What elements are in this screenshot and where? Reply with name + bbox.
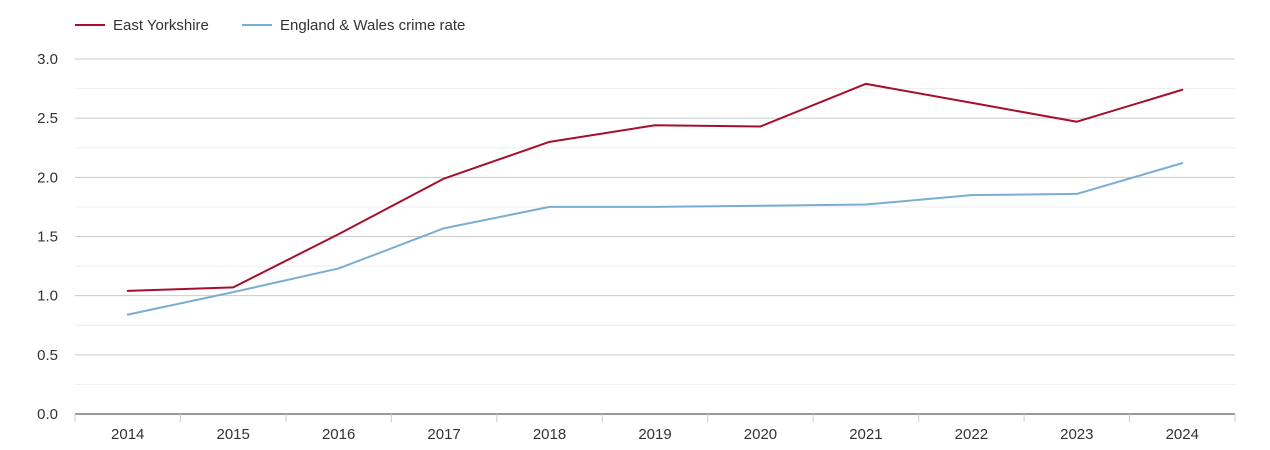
- y-tick-label: 2.5: [37, 110, 58, 127]
- legend-label-east-yorkshire: East Yorkshire: [113, 17, 209, 34]
- y-tick-label: 1.5: [37, 229, 58, 246]
- legend-label-england-wales: England & Wales crime rate: [280, 17, 465, 34]
- y-tick-label: 0.0: [37, 406, 58, 423]
- series-line-england-wales: [126, 162, 1184, 316]
- legend: East Yorkshire England & Wales crime rat…: [75, 17, 465, 34]
- y-tick-label: 1.0: [37, 288, 58, 305]
- x-tick-label: 2018: [533, 426, 566, 443]
- x-tick-label: 2017: [427, 426, 460, 443]
- x-axis: 2014 2015 2016 2017 2018 2019 2020 2021 2022 2023…: [74, 413, 1236, 443]
- gridlines: [75, 58, 1235, 385]
- x-tick-label: 2024: [1166, 426, 1199, 443]
- x-tick-label: 2016: [322, 426, 355, 443]
- x-tick-label: 2023: [1060, 426, 1093, 443]
- y-tick-label: 2.0: [37, 169, 58, 186]
- series-line-east-yorkshire: [126, 82, 1184, 292]
- y-tick-label: 0.5: [37, 347, 58, 364]
- x-tick-label: 2014: [111, 426, 144, 443]
- x-tick-label: 2021: [849, 426, 882, 443]
- plot-area: [126, 82, 1184, 316]
- x-tick-label: 2015: [216, 426, 249, 443]
- x-tick-label: 2020: [744, 426, 777, 443]
- x-tick-label: 2019: [638, 426, 671, 443]
- y-axis: 0.0 0.5 1.0 1.5 2.0 2.5 3.0: [37, 51, 58, 423]
- x-tick-label: 2022: [955, 426, 988, 443]
- y-tick-label: 3.0: [37, 51, 58, 68]
